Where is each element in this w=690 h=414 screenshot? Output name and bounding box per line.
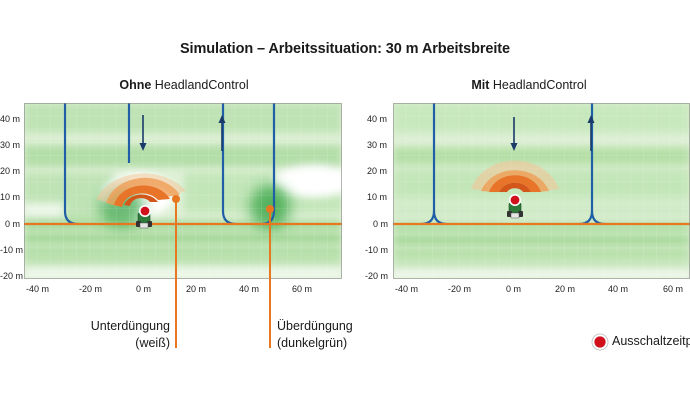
left-panel-title-bold: Ohne: [119, 78, 152, 92]
y-tick-label: 0 m: [5, 219, 21, 229]
legend-marker-icon: [591, 333, 609, 351]
right-panel-title-bold: Mit: [471, 78, 490, 92]
y-tick-label: 40 m: [367, 114, 388, 124]
y-tick-label: 0 m: [373, 219, 389, 229]
under-fertilization-note: (weiß): [135, 336, 170, 350]
under-fertilization-dot: [172, 195, 180, 203]
x-tick-label: 20 m: [186, 284, 207, 294]
under-fertilization-callout: Unterdüngung (weiß): [60, 318, 170, 352]
right-panel-title-rest: HeadlandControl: [489, 78, 587, 92]
arrow-up-icon: [587, 115, 595, 123]
spread-pattern: [471, 160, 559, 192]
left-panel-title-rest: HeadlandControl: [151, 78, 249, 92]
y-tick-label: 20 m: [0, 166, 21, 176]
x-tick-label: -20 m: [79, 284, 103, 294]
switch-off-marker: [509, 194, 522, 207]
y-tick-label: -20 m: [365, 271, 389, 281]
under-fertilization-label: Unterdüngung: [90, 319, 170, 333]
left-simulation-plot: [24, 103, 342, 279]
over-fertilization-callout: Überdüngung (dunkelgrün): [277, 318, 377, 352]
y-tick-label: -10 m: [0, 245, 24, 255]
x-tick-label: 20 m: [555, 284, 576, 294]
left-panel-title: Ohne HeadlandControl: [0, 78, 368, 92]
y-tick-label: 30 m: [0, 140, 21, 150]
y-tick-label: 10 m: [367, 192, 388, 202]
x-tick-label: 40 m: [608, 284, 629, 294]
x-tick-label: 0 m: [506, 284, 522, 294]
x-tick-label: 40 m: [239, 284, 260, 294]
y-tick-label: -10 m: [365, 245, 389, 255]
over-fertilization-dot: [266, 205, 274, 213]
switch-off-marker: [139, 205, 152, 218]
over-fertilization-label: Überdüngung: [277, 319, 353, 333]
legend-label: Ausschaltzeitp: [612, 334, 690, 348]
arrow-down-icon: [510, 143, 518, 151]
x-tick-label: 60 m: [663, 284, 684, 294]
x-tick-label: -40 m: [395, 284, 419, 294]
right-simulation-plot: [393, 103, 690, 279]
x-tick-label: -40 m: [26, 284, 50, 294]
y-tick-label: 20 m: [367, 166, 388, 176]
arrow-up-icon: [218, 115, 226, 123]
y-tick-label: 40 m: [0, 114, 21, 124]
y-tick-label: 10 m: [0, 192, 21, 202]
x-tick-label: 0 m: [136, 284, 152, 294]
x-tick-label: -20 m: [448, 284, 472, 294]
arrow-down-icon: [139, 143, 147, 151]
y-tick-label: 30 m: [367, 140, 388, 150]
x-tick-label: 60 m: [292, 284, 313, 294]
tractor-icon: [507, 202, 523, 219]
page-title: Simulation – Arbeitssituation: 30 m Arbe…: [179, 41, 510, 57]
right-panel-title: Mit HeadlandControl: [368, 78, 690, 92]
over-fertilization-note: (dunkelgrün): [277, 336, 348, 350]
spread-pattern: [96, 173, 186, 207]
y-tick-label: -20 m: [0, 271, 24, 281]
